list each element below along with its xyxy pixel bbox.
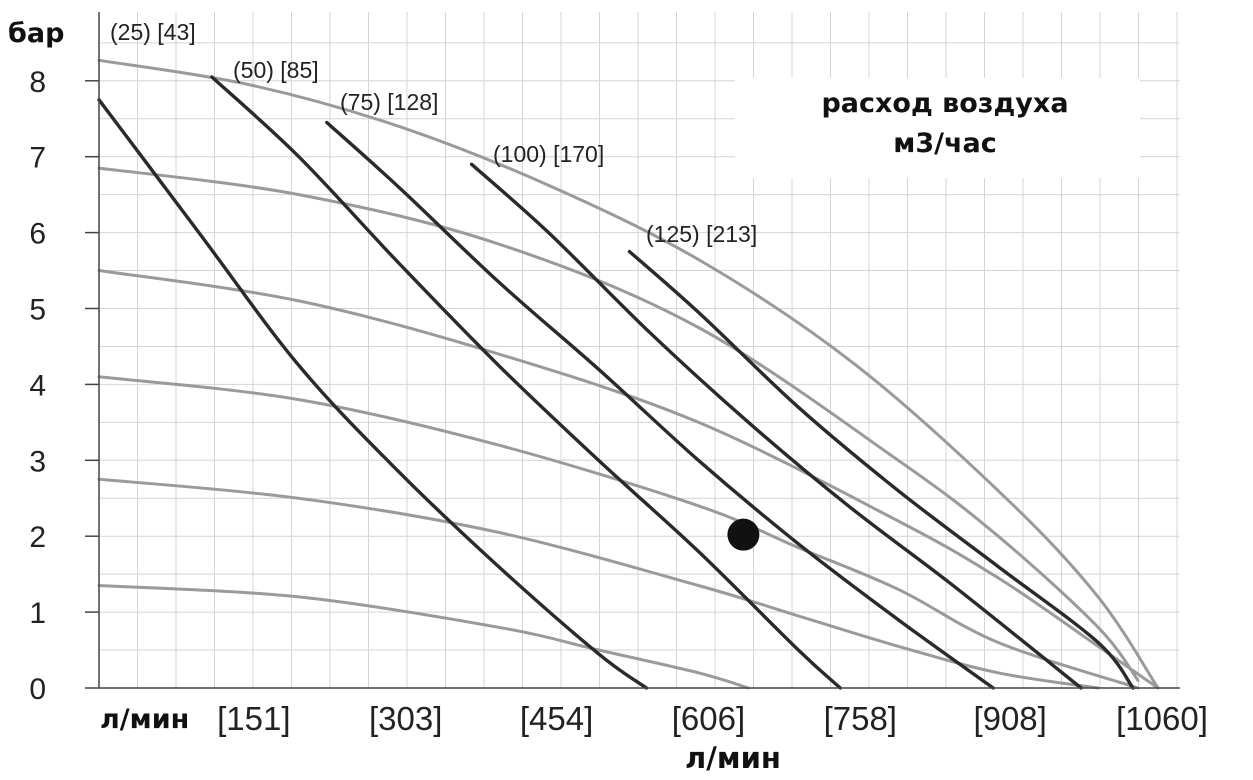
y-tick-label: 7 bbox=[29, 142, 46, 175]
legend-box bbox=[735, 78, 1140, 178]
y-tick-label: 4 bbox=[29, 369, 46, 402]
y-tick-label: 5 bbox=[29, 294, 46, 327]
x-tick-labels: [151] [303] [454] [606] [758] [908] [1060] bbox=[217, 700, 1208, 737]
x-tick-label: [303] bbox=[369, 700, 442, 737]
x-axis-left-label: л/мин bbox=[100, 704, 189, 735]
air-flow-curve bbox=[210, 75, 842, 690]
y-tick-labels: 0 1 2 3 4 5 6 7 8 bbox=[29, 66, 99, 706]
air-flow-curve bbox=[469, 162, 1083, 690]
pressure-curve bbox=[97, 477, 1100, 690]
x-axis-label: л/мин bbox=[685, 741, 781, 775]
pressure-curve bbox=[97, 584, 750, 690]
y-tick-label: 0 bbox=[29, 673, 46, 706]
pressure-curves bbox=[97, 58, 1160, 690]
y-tick-label: 3 bbox=[29, 445, 46, 478]
y-tick-label: 8 bbox=[29, 66, 46, 99]
air-flow-curve bbox=[627, 249, 1135, 690]
x-tick-label: [908] bbox=[973, 700, 1046, 737]
x-tick-label: [454] bbox=[520, 700, 593, 737]
pressure-curve bbox=[97, 375, 1140, 690]
air-flow-curve bbox=[325, 120, 995, 690]
legend-title-line2: м3/час bbox=[893, 128, 996, 159]
y-tick-label: 1 bbox=[29, 597, 46, 630]
y-tick-label: 2 bbox=[29, 521, 46, 554]
air-flow-curve bbox=[97, 98, 649, 690]
curve-label: (50) [85] bbox=[233, 57, 319, 83]
operating-point-marker bbox=[727, 518, 760, 551]
curve-label: (25) [43] bbox=[110, 19, 196, 45]
max-envelope-curve bbox=[97, 58, 1160, 690]
axes bbox=[98, 12, 1180, 689]
x-tick-label: [151] bbox=[217, 700, 290, 737]
x-tick-label: [606] bbox=[672, 700, 745, 737]
x-tick-label: [1060] bbox=[1116, 700, 1208, 737]
curve-labels: (25) [43] (50) [85] (75) [128] (100) [170] (… bbox=[110, 19, 757, 247]
y-tick-label: 6 bbox=[29, 218, 46, 251]
y-axis-label: бар bbox=[8, 18, 64, 49]
curve-label: (75) [128] bbox=[340, 89, 438, 115]
curve-label: (125) [213] bbox=[646, 221, 757, 247]
air-flow-curves bbox=[97, 75, 1135, 690]
curve-label: (100) [170] bbox=[493, 141, 604, 167]
pressure-curve bbox=[97, 166, 1140, 682]
x-tick-label: [758] bbox=[824, 700, 897, 737]
legend-title-line1: расход воздуха bbox=[821, 88, 1068, 119]
pressure-curve bbox=[97, 269, 1160, 690]
